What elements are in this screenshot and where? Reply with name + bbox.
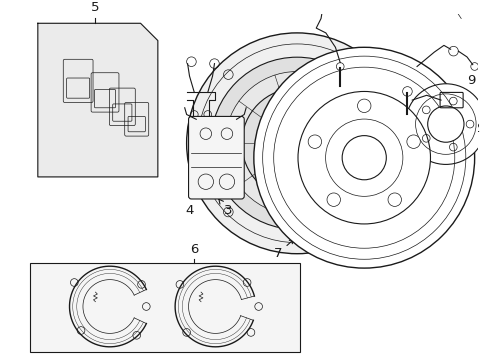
Circle shape xyxy=(427,106,463,142)
Text: 8: 8 xyxy=(307,105,316,118)
Circle shape xyxy=(225,72,368,215)
Text: 2: 2 xyxy=(463,122,480,135)
Text: 10: 10 xyxy=(412,146,429,159)
Circle shape xyxy=(405,84,485,165)
Text: 7: 7 xyxy=(273,239,293,260)
Circle shape xyxy=(342,136,386,180)
Circle shape xyxy=(387,193,401,206)
Text: 6: 6 xyxy=(190,243,198,256)
Circle shape xyxy=(307,135,321,148)
Text: 1: 1 xyxy=(376,248,396,267)
Bar xyxy=(30,263,299,352)
Text: 4: 4 xyxy=(185,157,201,217)
Circle shape xyxy=(406,135,420,148)
Polygon shape xyxy=(38,23,158,177)
Text: 9: 9 xyxy=(447,75,475,105)
Circle shape xyxy=(210,57,383,229)
Circle shape xyxy=(326,193,340,206)
Circle shape xyxy=(253,47,474,268)
Text: 5: 5 xyxy=(91,1,100,14)
Text: 3: 3 xyxy=(218,199,232,217)
Circle shape xyxy=(186,33,407,254)
Circle shape xyxy=(242,88,351,198)
Circle shape xyxy=(297,91,429,224)
Circle shape xyxy=(357,99,370,113)
FancyBboxPatch shape xyxy=(188,116,244,199)
